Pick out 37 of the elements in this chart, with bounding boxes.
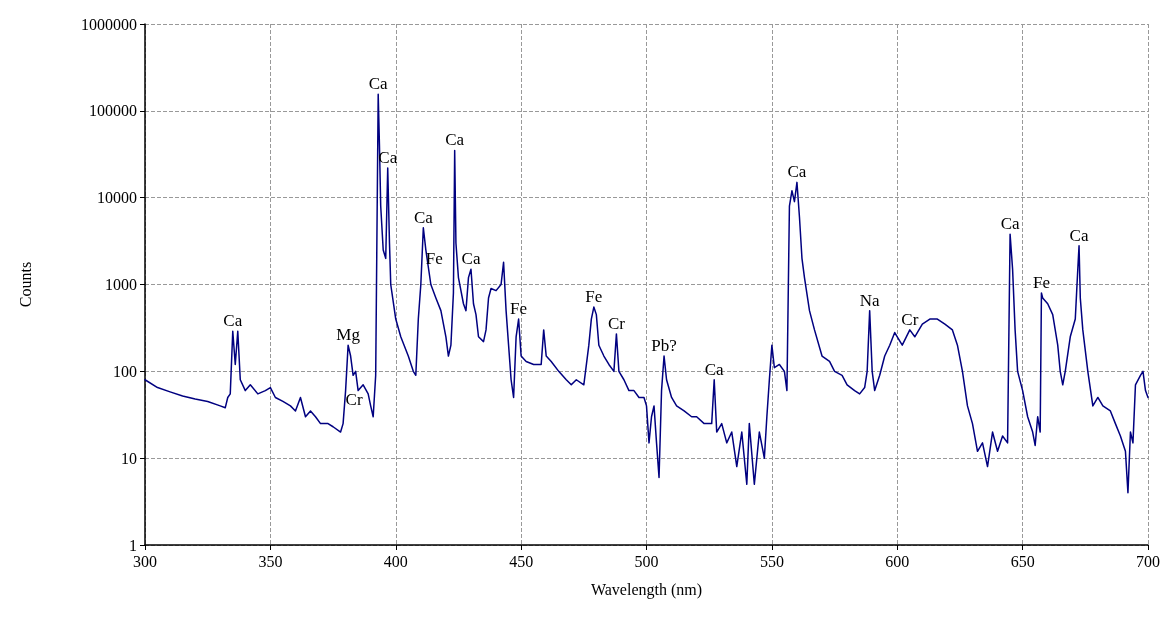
x-tick-label: 650 xyxy=(1010,552,1035,570)
annotation: Ca xyxy=(368,74,389,94)
x-tick-label: 450 xyxy=(509,552,534,570)
x-tick-label: 400 xyxy=(383,552,408,570)
x-tick-label: 350 xyxy=(258,552,283,570)
y-tick-label: 100000 xyxy=(89,102,137,120)
y-axis-title: Counts xyxy=(16,261,34,308)
annotation: Ca xyxy=(1069,225,1089,245)
x-tick-label: 300 xyxy=(133,552,157,570)
annotation: Ca xyxy=(445,130,465,150)
annotation: Pb? xyxy=(651,336,677,356)
x-axis-title: Wavelength (nm) xyxy=(590,580,703,599)
annotation: Fe xyxy=(510,299,528,319)
annotation: Ca xyxy=(461,249,481,269)
y-tick-label: 1000 xyxy=(105,276,137,293)
y-tick-label: 10000 xyxy=(97,189,137,207)
annotation: Cr xyxy=(345,389,363,409)
y-tick-label: 10 xyxy=(121,449,137,467)
y-tick-label: 1000000 xyxy=(81,15,137,33)
annotation: Ca xyxy=(223,311,243,331)
annotation: Cr xyxy=(607,313,626,333)
annotation: Ca xyxy=(413,207,434,227)
annotation: Fe xyxy=(1032,272,1050,292)
y-tick-label: 100 xyxy=(113,362,137,380)
x-tick-label: 600 xyxy=(885,552,910,570)
x-tick-label: 550 xyxy=(759,552,784,570)
annotation: Ca xyxy=(1000,214,1020,234)
x-tick-label: 700 xyxy=(1136,552,1160,570)
annotation: Fe xyxy=(585,287,603,307)
annotation: Cr xyxy=(901,309,919,329)
x-tick-label: 500 xyxy=(634,552,659,570)
line-series xyxy=(144,93,1149,494)
annotation: Mg xyxy=(336,325,361,345)
annotation: Ca xyxy=(787,162,807,182)
annotation: Ca xyxy=(704,359,725,379)
y-tick-label: 1 xyxy=(129,536,137,554)
annotation: Na xyxy=(859,290,881,310)
